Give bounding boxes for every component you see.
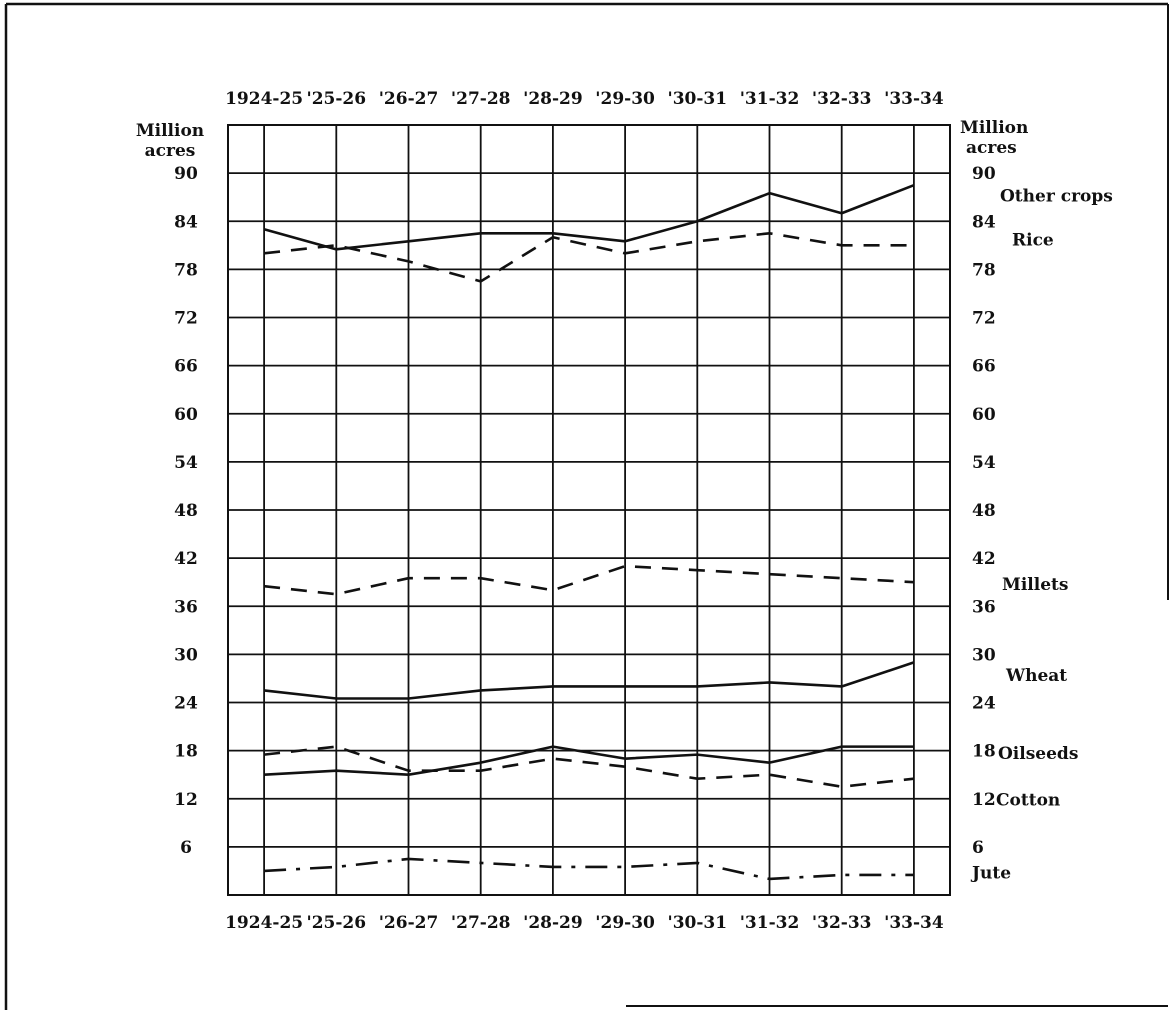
x-tick-label-top: '26-27 xyxy=(379,89,439,109)
y-unit-right-line2: acres xyxy=(966,138,1017,158)
y-tick-label-right: 30 xyxy=(972,645,996,665)
y-tick-label-right: 72 xyxy=(972,309,996,329)
x-tick-label-bottom: '29-30 xyxy=(595,913,655,933)
series-line-wheat xyxy=(263,661,915,700)
y-tick-label-right: 84 xyxy=(972,212,996,232)
y-tick-label-left: 72 xyxy=(174,309,198,329)
series-line-other-crops xyxy=(263,183,915,251)
y-tick-label-right: 6 xyxy=(972,838,984,858)
x-tick-label-top: '29-30 xyxy=(595,89,655,109)
y-unit-left-line1: Million xyxy=(136,121,204,141)
y-tick-label-left: 90 xyxy=(174,164,198,184)
y-tick-label-left: 30 xyxy=(174,645,198,665)
y-tick-label-left: 6 xyxy=(180,838,192,858)
x-tick-label-top: '33-34 xyxy=(884,89,944,109)
series-layer xyxy=(263,183,915,881)
y-tick-label-left: 60 xyxy=(174,405,198,425)
y-tick-label-right: 42 xyxy=(972,549,996,569)
y-tick-label-left: 18 xyxy=(174,742,198,762)
x-tick-label-top: '32-33 xyxy=(812,89,872,109)
x-tick-label-bottom: '26-27 xyxy=(379,913,439,933)
y-tick-label-left: 78 xyxy=(174,260,198,280)
series-line-oilseeds xyxy=(263,745,915,789)
x-tick-label-top: '27-28 xyxy=(451,89,511,109)
x-tick-label-top: 1924-25 xyxy=(225,89,303,109)
x-tick-label-bottom: '27-28 xyxy=(451,913,511,933)
x-tick-label-bottom: '31-32 xyxy=(740,913,800,933)
y-tick-label-left: 12 xyxy=(174,790,198,810)
x-tick-label-bottom: '25-26 xyxy=(307,913,367,933)
series-line-jute xyxy=(264,857,914,881)
y-tick-label-right: 48 xyxy=(972,501,996,521)
series-line-millets xyxy=(263,564,914,596)
series-line-rice xyxy=(263,231,914,283)
y-tick-label-right: 18 xyxy=(972,742,996,762)
x-tick-label-top: '25-26 xyxy=(307,89,367,109)
x-tick-label-top: '30-31 xyxy=(668,89,728,109)
y-tick-label-right: 36 xyxy=(972,597,996,617)
series-label-cotton: Cotton xyxy=(996,791,1060,811)
y-tick-label-right: 60 xyxy=(972,405,996,425)
x-tick-label-top: '31-32 xyxy=(740,89,800,109)
x-tick-label-bottom: '33-34 xyxy=(884,913,944,933)
y-tick-label-right: 90 xyxy=(972,164,996,184)
y-tick-label-right: 78 xyxy=(972,260,996,280)
x-tick-label-bottom: 1924-25 xyxy=(225,913,303,933)
x-tick-label-bottom: '28-29 xyxy=(523,913,583,933)
y-tick-label-right: 12 xyxy=(972,790,996,810)
series-label-jute: Jute xyxy=(970,864,1011,884)
x-tick-label-bottom: '30-31 xyxy=(668,913,728,933)
series-label-other-crops: Other crops xyxy=(1000,187,1113,207)
series-label-wheat: Wheat xyxy=(1005,666,1067,686)
y-tick-label-left: 54 xyxy=(174,453,198,473)
x-tick-label-top: '28-29 xyxy=(523,89,583,109)
y-tick-label-left: 24 xyxy=(174,694,198,714)
grid xyxy=(227,124,951,896)
series-line-cotton xyxy=(264,745,914,776)
y-tick-label-left: 66 xyxy=(174,357,198,377)
y-tick-label-left: 42 xyxy=(174,549,198,569)
x-tick-label-bottom: '32-33 xyxy=(812,913,872,933)
y-tick-label-right: 66 xyxy=(972,357,996,377)
y-tick-label-right: 54 xyxy=(972,453,996,473)
y-tick-label-left: 36 xyxy=(174,597,198,617)
series-label-millets: Millets xyxy=(1002,575,1068,595)
y-tick-label-left: 84 xyxy=(174,212,198,232)
y-tick-label-left: 48 xyxy=(174,501,198,521)
series-label-rice: Rice xyxy=(1012,231,1054,251)
series-label-oilseeds: Oilseeds xyxy=(998,744,1078,764)
y-tick-label-right: 24 xyxy=(972,694,996,714)
y-unit-left-line2: acres xyxy=(145,141,196,161)
y-unit-right-line1: Million xyxy=(960,118,1028,138)
